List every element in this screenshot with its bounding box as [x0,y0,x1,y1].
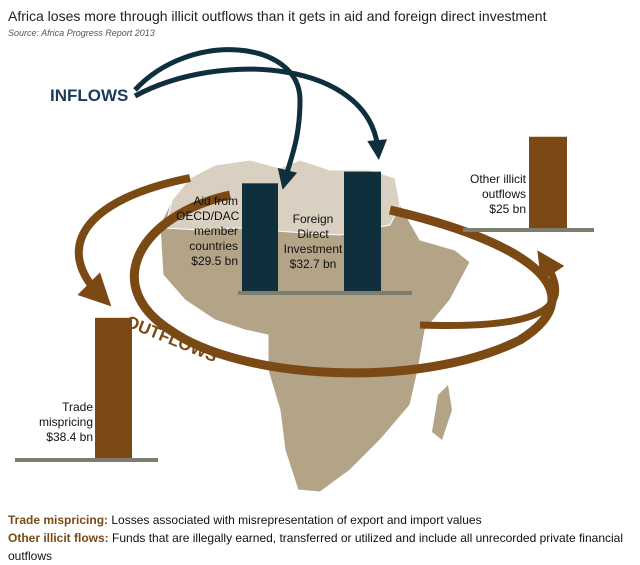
note: Trade mispricing: Losses associated with… [8,511,640,529]
note-term: Other illicit flows: [8,531,109,545]
notes: Trade mispricing: Losses associated with… [8,511,640,565]
chart-title: Africa loses more through illicit outflo… [8,8,547,24]
bar [344,171,381,291]
page: {"chart_data": {"type": "bar", "title": … [8,8,632,563]
outflow-arrow [419,250,565,330]
bar-label: Foreign Direct Investment $32.7 bn [282,212,344,272]
search-box [528,8,632,30]
bar-label: Trade mispricing $38.4 bn [25,400,93,445]
bar-label: Other illicit outflows $25 bn [450,172,526,217]
source: Source: Africa Progress Report 2013 [8,28,155,38]
annotation: INFLOWS [50,86,129,105]
infographic [15,8,632,492]
category-label: Trade mispricing [38,400,93,429]
note-text: Losses associated with misrepresentation… [111,513,482,527]
category-label: Aid from OECD/DAC member countries [176,194,240,253]
category-label: Other illicit outflows [469,172,526,201]
bar-label: Aid from OECD/DAC member countries $29.5 … [176,194,240,269]
value-label: $29.5 bn [191,254,238,268]
note-term: Trade mispricing: [8,513,109,527]
bar [95,317,132,458]
category-label: Foreign Direct Investment [283,212,343,256]
note: Other illicit flows: Funds that are ille… [8,529,640,565]
value-label: $25 bn [489,202,526,216]
outflow-arrow [74,174,191,307]
madagascar [432,385,452,440]
value-label: $38.4 bn [46,430,93,444]
outflow-arrow [129,190,557,378]
inflow-arrow [133,66,388,160]
north-africa [164,159,401,236]
bar [529,136,567,228]
inflow-arrow [133,47,303,190]
value-label: $32.7 bn [289,257,337,271]
bar [242,183,278,291]
